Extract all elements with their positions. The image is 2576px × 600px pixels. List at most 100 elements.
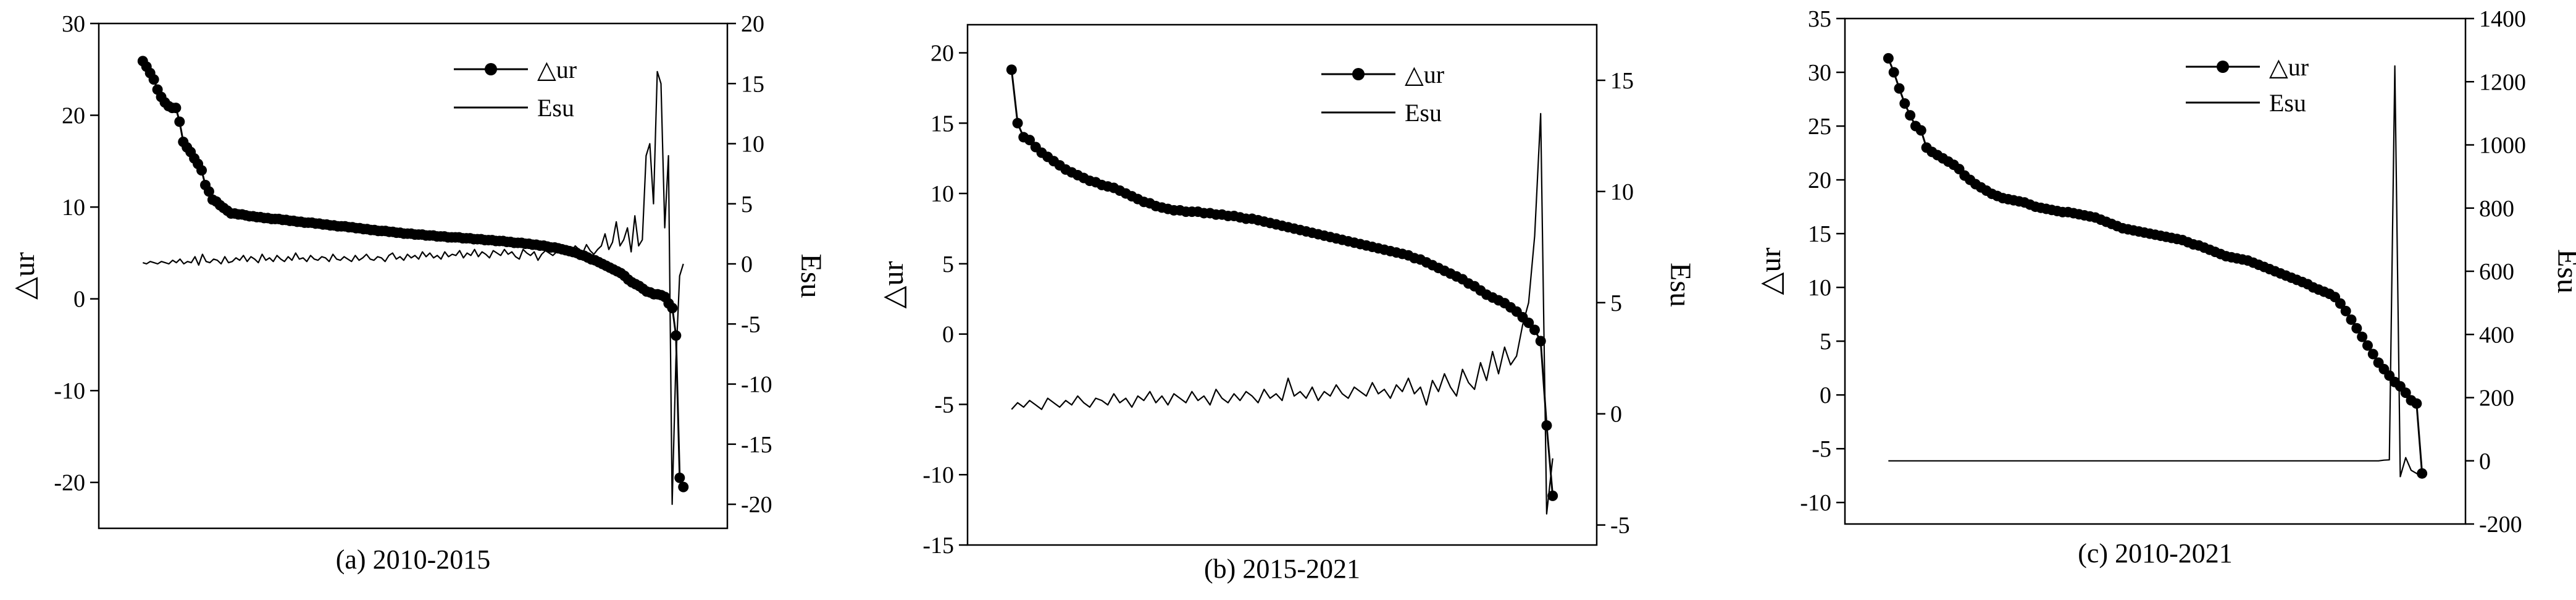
series-line: [1011, 112, 1554, 515]
data-point: [2346, 314, 2357, 325]
left-tick-label: 15: [1808, 221, 1831, 247]
right-axis-title: Esu: [2551, 249, 2576, 294]
data-point: [2411, 398, 2422, 409]
legend-marker: [1352, 68, 1365, 80]
data-point: [2362, 340, 2373, 351]
right-tick-label: 0: [741, 251, 753, 277]
series-line: [1888, 65, 2423, 478]
left-axis-title: △ur: [877, 261, 910, 309]
left-tick-label: 20: [62, 103, 85, 129]
right-tick-label: 1200: [2479, 69, 2526, 95]
series-esu: [1011, 112, 1554, 515]
right-tick-label: 1000: [2479, 133, 2526, 159]
data-point: [196, 165, 207, 176]
data-point: [671, 330, 682, 341]
data-point: [2335, 298, 2346, 309]
series-esu: [142, 70, 684, 505]
data-point: [1915, 125, 1926, 136]
data-point: [1883, 53, 1894, 64]
right-tick-label: 400: [2479, 322, 2514, 348]
left-tick-label: 20: [930, 41, 954, 67]
right-tick-label: 5: [1610, 290, 1622, 316]
left-tick-label: 5: [942, 251, 954, 277]
right-axis-title: Esu: [795, 254, 827, 298]
chart-panel-2: -15 -10 -5 0 5 10 15 20 -5 0 5 10 15 △ur Esu (b) 2015-2…: [877, 23, 1697, 584]
chart-panel-3: -10 -5 0 5 10 15 20 25 30 35 -200 0 200 400 600 800 1000…: [1754, 6, 2576, 568]
data-point: [148, 74, 159, 85]
left-tick-label: 0: [73, 287, 85, 313]
left-axis-title: △ur: [8, 252, 41, 300]
data-point: [678, 481, 689, 492]
right-tick-label: 1400: [2479, 6, 2526, 32]
left-tick-label: 35: [1808, 6, 1831, 32]
right-tick-label: 0: [1610, 402, 1622, 428]
right-tick-label: 800: [2479, 196, 2514, 222]
data-point: [1523, 317, 1534, 328]
right-tick-label: 20: [741, 11, 764, 37]
data-point: [1529, 324, 1540, 336]
chart-panel-1: -20 -10 0 10 20 30 -20 -15 -10 -5 0 5 10 15 20 △ur Esu (a…: [8, 11, 827, 575]
panel-caption: (c) 2010-2021: [2078, 538, 2233, 568]
data-point: [1006, 64, 1017, 75]
left-tick-label: 10: [930, 181, 954, 207]
left-tick-label: -20: [54, 470, 85, 496]
left-axis-title: △ur: [1754, 248, 1787, 295]
data-point: [1541, 420, 1552, 431]
left-tick-label: -5: [934, 392, 954, 418]
data-point: [1547, 490, 1558, 501]
data-point: [2351, 323, 2362, 334]
series-delta-ur: [1883, 53, 2428, 479]
legend-label: △ur: [2269, 53, 2309, 81]
data-point: [667, 302, 678, 313]
panel-caption: (a) 2010-2015: [336, 544, 491, 575]
left-tick-label: 0: [1820, 382, 1831, 408]
data-point: [1535, 336, 1546, 347]
series-delta-ur: [1006, 64, 1558, 501]
right-tick-label: -200: [2479, 512, 2522, 538]
data-point: [2400, 387, 2411, 399]
legend-label: Esu: [2269, 89, 2306, 117]
series-line: [142, 70, 684, 505]
left-tick-label: -10: [54, 378, 85, 404]
left-tick-label: -5: [1812, 436, 1831, 462]
data-point: [2367, 349, 2378, 360]
legend-label: △ur: [1405, 61, 1444, 88]
panel-caption: (b) 2015-2021: [1204, 554, 1360, 584]
right-tick-label: 15: [1610, 68, 1634, 94]
legend: △ur Esu: [454, 56, 577, 122]
right-tick-label: 15: [741, 71, 764, 97]
data-point: [1024, 135, 1035, 146]
right-tick-label: 600: [2479, 259, 2514, 285]
plot-frame: [966, 23, 1598, 546]
data-point: [2340, 305, 2351, 316]
legend-marker: [485, 63, 497, 75]
left-tick-label: 10: [62, 195, 85, 221]
right-tick-label: -5: [741, 311, 761, 337]
right-tick-label: -5: [1610, 513, 1630, 539]
legend: △ur Esu: [1321, 61, 1444, 127]
legend-label: △ur: [537, 56, 577, 83]
series-line: [1887, 57, 2423, 474]
data-point: [1894, 83, 1905, 94]
series-esu: [1888, 65, 2423, 478]
data-point: [1899, 98, 1910, 109]
right-tick-label: -15: [741, 432, 772, 458]
data-point: [2417, 468, 2428, 479]
right-tick-label: 0: [2479, 449, 2491, 475]
left-tick-label: -15: [922, 533, 954, 559]
data-point: [1012, 117, 1023, 129]
data-point: [1888, 67, 1899, 78]
legend-label: Esu: [537, 94, 574, 122]
series-line: [142, 61, 685, 488]
plot-frame: [1844, 17, 2467, 525]
left-tick-label: -10: [1800, 490, 1831, 516]
right-axis-title: Esu: [1664, 263, 1697, 307]
legend: △ur Esu: [2186, 53, 2309, 117]
left-tick-label: 0: [942, 322, 954, 348]
data-point: [170, 103, 182, 114]
right-tick-label: 10: [741, 132, 764, 158]
left-tick-label: 10: [1808, 275, 1831, 301]
left-tick-label: 30: [62, 11, 85, 37]
data-point: [2357, 331, 2368, 342]
